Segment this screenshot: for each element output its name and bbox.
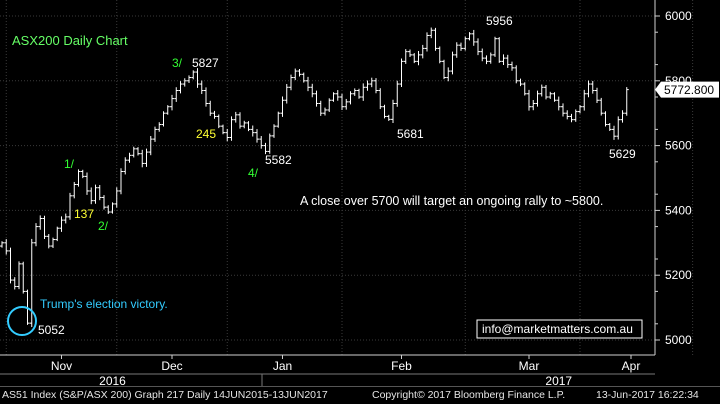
price-bars	[0, 27, 629, 328]
annotation-label: 3/	[172, 56, 183, 70]
year-label: 2017	[545, 374, 572, 386]
y-tick-label: 5400	[665, 203, 692, 217]
footer-timestamp: 13-Jun-2017 16:22:34	[596, 389, 699, 401]
annotation-label: 2/	[98, 219, 109, 233]
annotation-label: info@marketmatters.com.au	[482, 322, 633, 336]
annotation-label: 5956	[486, 14, 513, 28]
last-price-label: 5772.800	[664, 83, 714, 97]
y-tick-label: 5200	[665, 268, 692, 282]
annotation-label: 137	[74, 207, 94, 221]
x-tick-label: Apr	[622, 359, 641, 373]
last-price-box	[661, 81, 719, 98]
x-axis: NovDecJanFebMarAprMayJun20162017	[0, 354, 655, 386]
year-label: 2016	[99, 374, 126, 386]
y-tick-label: 5600	[665, 139, 692, 153]
x-tick-label: Feb	[391, 359, 412, 373]
x-tick-label: Mar	[519, 359, 540, 373]
annotations: ASX200 Daily Chart 3/5827 5956 245 5582 4/568…	[7, 14, 643, 339]
annotation-label: 1/	[64, 157, 75, 171]
footer-left: AS51 Index (S&P/ASX 200) Graph 217 Daily…	[2, 389, 328, 401]
y-tick-label: 6000	[665, 9, 692, 23]
x-tick-label: Nov	[51, 359, 72, 373]
x-tick-label: Jan	[273, 359, 292, 373]
annotation-label: 5681	[397, 127, 424, 141]
annotation-label: A close over 5700 will target an ongoing…	[300, 194, 603, 208]
annotation-label: 5629	[609, 147, 636, 161]
annotation-label: 4/	[248, 166, 259, 180]
grid	[0, 0, 694, 355]
election-circle-marker	[7, 306, 37, 336]
annotation-label: 245	[196, 127, 216, 141]
email-box	[476, 319, 643, 339]
chart-background	[0, 0, 720, 386]
footer-copyright: Copyright© 2017 Bloomberg Finance L.P.	[372, 389, 566, 401]
chart-title: ASX200 Daily Chart	[12, 33, 128, 48]
x-tick-label: Dec	[161, 359, 182, 373]
last-price-pointer	[655, 81, 661, 98]
y-tick-label: 5000	[665, 333, 692, 347]
annotation-label: Trump's election victory.	[40, 297, 168, 311]
annotation-label: 5052	[38, 323, 65, 337]
footer-bar: AS51 Index (S&P/ASX 200) Graph 217 Daily…	[0, 386, 720, 404]
annotation-label: 5582	[265, 153, 292, 167]
annotation-label: 5827	[192, 56, 219, 70]
